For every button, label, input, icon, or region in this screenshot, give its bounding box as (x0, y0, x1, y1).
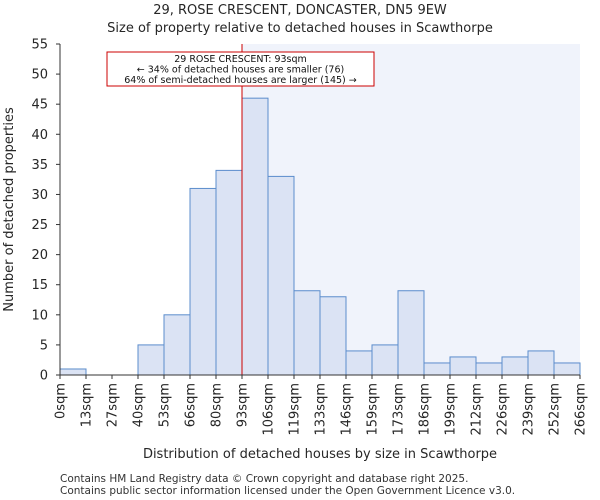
bar-239sqm (527, 350, 555, 376)
bars-group (59, 97, 581, 376)
x-tick-label: 53sqm (158, 383, 173, 427)
y-tick-label: 5 (40, 338, 48, 353)
x-tick-label: 40sqm (132, 383, 147, 427)
bar-226sqm (501, 356, 529, 376)
bar-93sqm (241, 97, 269, 376)
bar-159sqm (371, 344, 399, 376)
bar-186sqm (423, 362, 451, 376)
x-tick-label: 173sqm (392, 383, 407, 436)
x-tick-label: 266sqm (574, 383, 589, 436)
y-tick-label: 20 (31, 248, 48, 263)
bar-40sqm (137, 344, 165, 376)
x-tick-label: 226sqm (496, 383, 511, 436)
bar-0sqm (59, 368, 87, 376)
x-tick-label: 80sqm (210, 383, 225, 427)
y-tick-label: 55 (31, 38, 48, 53)
bar-212sqm (475, 362, 503, 376)
y-tick-label: 45 (31, 98, 48, 113)
chart-title-address: 29, ROSE CRESCENT, DONCASTER, DN5 9EW (153, 3, 447, 18)
x-tick-label: 27sqm (106, 383, 121, 427)
footer-licence: Contains public sector information licen… (60, 485, 516, 497)
y-ticks-group: 0 5 10 15 20 25 30 35 40 45 50 55 (31, 38, 60, 384)
x-tick-label: 0sqm (54, 383, 69, 419)
y-tick-label: 40 (31, 128, 48, 143)
x-ticks-group: 0sqm 13sqm 27sqm 40sqm 53sqm 66sqm 80sqm 93sqm 1… (54, 375, 589, 436)
x-tick-label: 93sqm (236, 383, 251, 427)
bar-53sqm (163, 314, 191, 376)
x-tick-label: 252sqm (548, 383, 563, 436)
annotation-line-1: 29 ROSE CRESCENT: 93sqm (174, 54, 307, 65)
x-tick-label: 133sqm (314, 383, 329, 436)
bar-252sqm (553, 362, 581, 376)
x-tick-label: 13sqm (80, 383, 95, 427)
x-tick-label: 106sqm (262, 383, 277, 436)
bar-133sqm (319, 296, 347, 376)
y-tick-label: 0 (40, 369, 48, 384)
footer-copyright: Contains HM Land Registry data © Crown c… (60, 473, 469, 485)
bar-146sqm (345, 350, 373, 376)
bar-199sqm (449, 356, 477, 376)
bar-66sqm (189, 187, 217, 376)
chart-subtitle: Size of property relative to detached ho… (107, 21, 493, 36)
annotation-line-2: ← 34% of detached houses are smaller (76… (137, 65, 344, 76)
x-tick-label: 66sqm (184, 383, 199, 427)
y-tick-label: 35 (31, 158, 48, 173)
histogram-chart: 0 5 10 15 20 25 30 35 40 45 50 55 0sqm 13sqm 27sqm 40s… (2, 38, 589, 463)
x-tick-label: 119sqm (288, 383, 303, 436)
x-tick-label: 199sqm (444, 383, 459, 436)
x-tick-label: 159sqm (366, 383, 381, 436)
bar-80sqm (215, 169, 243, 376)
bar-106sqm (267, 175, 295, 376)
x-tick-label: 239sqm (522, 383, 537, 436)
bar-119sqm (293, 290, 321, 376)
annotation-line-3: 64% of semi-detached houses are larger (… (124, 75, 357, 86)
x-axis-label: Distribution of detached houses by size … (143, 447, 497, 462)
y-tick-label: 25 (31, 218, 48, 233)
y-axis-label: Number of detached properties (2, 107, 17, 312)
y-tick-label: 30 (31, 188, 48, 203)
y-tick-label: 15 (31, 278, 48, 293)
x-tick-label: 212sqm (470, 383, 485, 436)
x-tick-label: 146sqm (340, 383, 355, 436)
x-tick-label: 186sqm (418, 383, 433, 436)
y-tick-label: 50 (31, 68, 48, 83)
annotation-box: 29 ROSE CRESCENT: 93sqm ← 34% of detache… (106, 51, 375, 87)
bar-173sqm (397, 290, 425, 376)
y-tick-label: 10 (31, 308, 48, 323)
